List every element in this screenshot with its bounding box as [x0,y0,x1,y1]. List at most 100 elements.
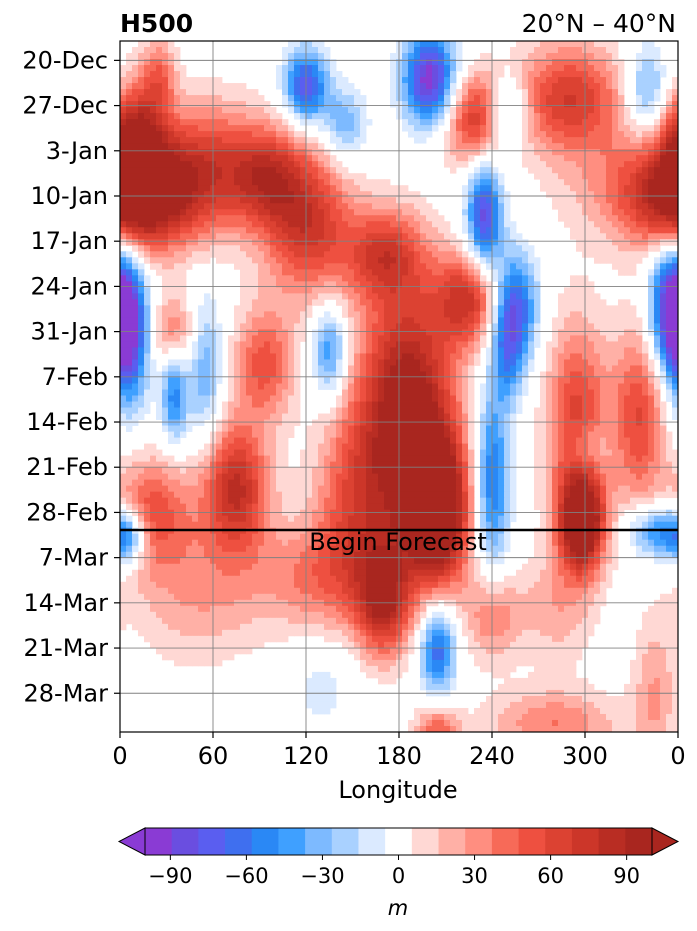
heatmap-cell [234,431,241,438]
heatmap-cell [426,53,433,60]
heatmap-cell [414,71,421,78]
heatmap-cell [402,227,409,234]
heatmap-cell [144,227,151,234]
heatmap-cell [624,155,631,162]
heatmap-cell [522,317,529,324]
heatmap-cell [588,209,595,216]
heatmap-cell [258,245,265,252]
heatmap-cell [522,77,529,84]
heatmap-cell [552,341,559,348]
heatmap-cell [330,251,337,258]
heatmap-cell [384,377,391,384]
heatmap-cell [636,359,643,366]
heatmap-cell [156,113,163,120]
heatmap-cell [504,221,511,228]
heatmap-cell [654,269,661,276]
heatmap-cell [354,329,361,336]
heatmap-cell [348,335,355,342]
heatmap-cell [666,119,673,126]
heatmap-cell [222,257,229,264]
heatmap-cell [594,401,601,408]
heatmap-cell [174,239,181,246]
heatmap-cell [246,413,253,420]
heatmap-cell [666,311,673,318]
heatmap-cell [270,317,277,324]
heatmap-cell [258,353,265,360]
heatmap-cell [168,281,175,288]
heatmap-cell [618,395,625,402]
heatmap-cell [270,179,277,186]
heatmap-cell [498,335,505,342]
heatmap-cell [258,299,265,306]
heatmap-cell [456,269,463,276]
heatmap-cell [324,437,331,444]
heatmap-cell [564,47,571,54]
heatmap-cell [354,245,361,252]
heatmap-cell [600,425,607,432]
heatmap-cell [120,377,127,384]
heatmap-cell [318,191,325,198]
heatmap-cell [324,209,331,216]
heatmap-cell [234,251,241,258]
heatmap-cell [612,119,619,126]
heatmap-cell [228,437,235,444]
heatmap-cell [360,191,367,198]
heatmap-cell [498,389,505,396]
heatmap-cell [126,83,133,90]
heatmap-cell [174,401,181,408]
heatmap-cell [342,125,349,132]
heatmap-cell [510,329,517,336]
heatmap-cell [636,395,643,402]
heatmap-cell [168,191,175,198]
heatmap-cell [408,407,415,414]
heatmap-cell [318,329,325,336]
heatmap-cell [612,185,619,192]
heatmap-cell [234,101,241,108]
heatmap-cell [222,95,229,102]
heatmap-cell [330,377,337,384]
heatmap-cell [282,257,289,264]
heatmap-cell [414,425,421,432]
heatmap-cell [492,257,499,264]
heatmap-cell [564,89,571,96]
heatmap-cell [264,149,271,156]
heatmap-cell [660,149,667,156]
heatmap-cell [648,269,655,276]
heatmap-cell [234,311,241,318]
heatmap-cell [420,95,427,102]
heatmap-cell [234,401,241,408]
heatmap-cell [570,359,577,366]
heatmap-cell [216,377,223,384]
heatmap-cell [294,167,301,174]
heatmap-cell [624,341,631,348]
heatmap-cell [300,113,307,120]
heatmap-cell [408,71,415,78]
heatmap-cell [282,305,289,312]
heatmap-cell [288,59,295,66]
heatmap-cell [132,179,139,186]
heatmap-cell [438,377,445,384]
heatmap-cell [636,335,643,342]
heatmap-cell [336,203,343,210]
heatmap-cell [258,341,265,348]
heatmap-cell [648,215,655,222]
heatmap-cell [600,47,607,54]
heatmap-cell [264,227,271,234]
heatmap-cell [510,317,517,324]
heatmap-cell [330,59,337,66]
heatmap-cell [504,413,511,420]
heatmap-cell [294,275,301,282]
heatmap-cell [402,371,409,378]
heatmap-cell [240,359,247,366]
heatmap-cell [156,149,163,156]
heatmap-cell [240,341,247,348]
heatmap-cell [120,335,127,342]
heatmap-cell [552,155,559,162]
heatmap-cell [426,329,433,336]
heatmap-cell [330,413,337,420]
heatmap-cell [570,65,577,72]
heatmap-cell [138,383,145,390]
heatmap-cell [588,215,595,222]
heatmap-cell [588,227,595,234]
heatmap-cell [648,131,655,138]
